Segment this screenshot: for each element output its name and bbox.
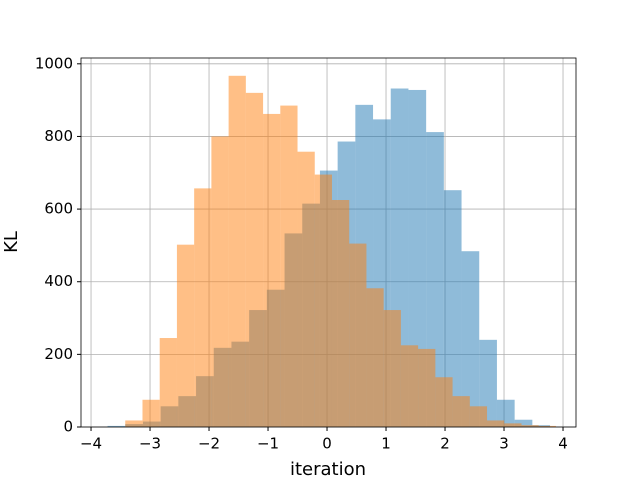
histogram-bar [107,425,126,427]
x-tick-label: 3 [499,435,509,453]
histogram-bar [211,136,229,427]
y-tick-label: 1000 [35,54,73,72]
histogram-bar [487,420,505,427]
histogram-bar [408,89,427,427]
y-tick-label: 600 [44,200,73,218]
x-axis-label: iteration [290,459,366,480]
histogram-bar [452,396,470,427]
histogram-bar [125,420,143,427]
y-axis-label: KL [1,231,22,253]
x-tick-label: −2 [198,435,220,453]
histogram-bar [443,190,462,427]
histogram-bar [280,105,298,427]
histogram-bar [314,174,332,427]
y-tick-label: 0 [63,418,73,436]
histogram-bar [228,75,246,427]
x-tick-label: −1 [257,435,279,453]
histogram-bar [176,244,195,427]
histogram-bar [514,419,533,427]
histogram-bar [159,338,177,427]
histogram-bar [245,92,264,427]
histogram-bar [504,423,522,427]
x-tick-label: 4 [558,435,568,453]
axes: −4 −3 −2 −1 0 1 2 3 4 0 200 400 600 800 1000 [35,54,577,453]
histogram-bar [418,348,436,427]
y-tick-label: 800 [44,127,73,145]
x-tick-label: −3 [139,435,161,453]
histogram-bar [297,151,315,427]
x-tick-label: 0 [322,435,332,453]
histogram-bar [521,425,539,427]
bars [107,75,556,428]
x-tick-label: 1 [381,435,391,453]
histogram-bar [479,339,497,427]
plot-frame [80,57,577,428]
x-tick-label: −4 [80,435,102,453]
y-tick-label: 400 [44,272,73,290]
x-tick-label: 2 [440,435,450,453]
histogram-bar [142,399,160,427]
histogram-bar [400,345,419,427]
y-tick-label: 200 [44,345,73,363]
histogram-bar [349,243,367,427]
histogram-bar [383,310,401,427]
histogram-bar [538,425,556,427]
histogram-bar [496,399,515,427]
histogram-bar [366,288,384,427]
histogram-bar [331,200,350,427]
histogram-bar [461,251,480,427]
histogram-bar [435,377,453,427]
histogram-bar [263,113,281,428]
histogram-bar [469,406,488,427]
histogram-bar [194,188,212,427]
